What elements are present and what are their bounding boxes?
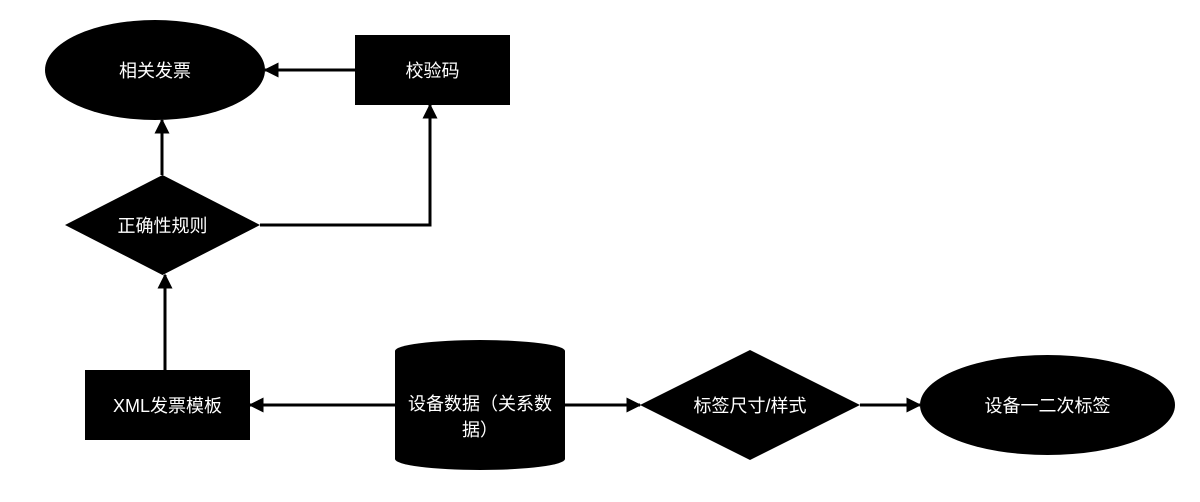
node-label: 标签尺寸/样式: [640, 350, 860, 460]
node-label: 设备一二次标签: [985, 392, 1111, 418]
node-related_invoice: 相关发票: [45, 20, 265, 120]
node-tag_size_style: 标签尺寸/样式: [640, 350, 860, 460]
node-device_tags: 设备一二次标签: [920, 355, 1175, 455]
edge-correctness_rule-check_code: [260, 105, 430, 225]
node-label: 相关发票: [119, 57, 191, 83]
node-check_code: 校验码: [355, 35, 510, 105]
node-xml_template: XML发票模板: [85, 370, 250, 440]
node-label: 正确性规则: [65, 175, 260, 275]
node-device_data: 设备数据（关系数据）: [395, 340, 565, 470]
node-correctness_rule: 正确性规则: [65, 175, 260, 275]
node-label: XML发票模板: [113, 392, 222, 418]
flowchart-canvas: 相关发票 校验码正确性规则 XML发票模板 设备数据（关系数据） 标签尺寸/样式 设备一二…: [0, 0, 1200, 502]
node-label: 校验码: [406, 57, 460, 83]
node-label: 设备数据（关系数据）: [395, 362, 565, 470]
